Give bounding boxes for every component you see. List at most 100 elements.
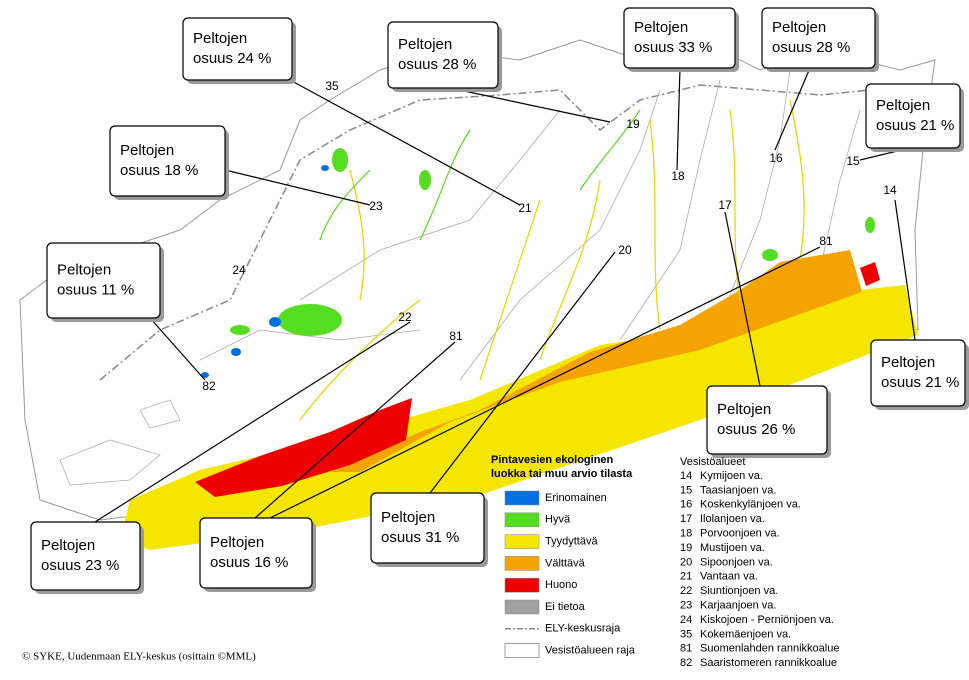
watershed-code: 22	[680, 585, 692, 597]
watershed-code: 20	[680, 556, 692, 568]
callout-box	[30, 521, 141, 591]
callouts: Peltojen osuus 24 % Peltojen osuus 28 % Pelt…	[30, 7, 969, 594]
callout-line: Peltojen	[876, 97, 930, 114]
legend-label: ELY-keskusraja	[545, 623, 621, 635]
watershed-name: Taasianjoen va.	[700, 484, 776, 496]
callout-line: osuus 31 %	[381, 529, 459, 546]
lakes-good	[230, 148, 875, 336]
watershed-title: Vesistöalueet	[680, 456, 745, 468]
callout-box	[865, 83, 961, 149]
map-label: 16	[769, 151, 783, 165]
map-label: 81	[449, 329, 463, 343]
watershed-name: Saaristomeren rannikkoalue	[700, 657, 837, 669]
legend-swatch	[504, 534, 540, 549]
watershed-code: 16	[680, 499, 692, 511]
watershed-code: 18	[680, 528, 692, 540]
callout-line: osuus 21 %	[881, 374, 959, 391]
callout-box	[199, 517, 313, 589]
watershed-code: 82	[680, 657, 692, 669]
callout-box	[109, 125, 226, 197]
callout-box	[706, 385, 828, 455]
legend-swatch	[504, 577, 540, 593]
legend-label: Tyydyttävä	[545, 536, 598, 548]
watershed-code: 21	[680, 571, 692, 583]
watershed-name: Kymijoen va.	[700, 470, 763, 482]
leader-line	[676, 67, 681, 171]
callout-box	[370, 492, 485, 564]
map-label: 20	[618, 243, 632, 257]
watershed-name: Porvoonjoen va.	[700, 528, 780, 540]
map-label: 23	[369, 199, 383, 213]
callout-line: osuus 16 %	[210, 554, 288, 571]
callout-line: Peltojen	[57, 261, 111, 278]
copyright: © SYKE, Uudenmaan ELY-keskus (osittain ©…	[22, 651, 256, 663]
callout-line: osuus 18 %	[120, 162, 198, 179]
lakes-excellent	[201, 165, 329, 378]
watershed-name: Sipoonjoen va.	[700, 556, 773, 568]
legend-label: Hyvä	[545, 514, 571, 526]
map-label: 21	[518, 201, 532, 215]
legend-title: Pintavesien ekologinen	[491, 454, 614, 466]
watershed-code: 24	[680, 614, 692, 626]
legend: Pintavesien ekologinen luokka tai muu ar…	[491, 454, 636, 658]
callout-line: Peltojen	[634, 19, 688, 36]
map-labels: 35 24 23 21 19 18 16 15 14 17 20 81 22 81 82	[202, 79, 897, 393]
legend-label: Huono	[545, 579, 577, 591]
callout-line: Peltojen	[772, 19, 826, 36]
callout-line: osuus 28 %	[772, 39, 850, 56]
callout-box	[870, 339, 966, 407]
map-label: 35	[325, 79, 339, 93]
legend-label: Välttävä	[545, 557, 586, 569]
legend-label: Vesistöalueen raja	[545, 645, 636, 657]
map-label: 17	[718, 198, 732, 212]
watershed-name: Kokemäenjoen va.	[700, 628, 791, 640]
callout-line: Peltojen	[881, 354, 935, 371]
legend-swatch	[504, 512, 540, 528]
callout-box	[182, 17, 293, 81]
watershed-name: Ilolanjoen va.	[700, 513, 765, 525]
leader-line	[254, 341, 456, 519]
callout-line: Peltojen	[41, 537, 95, 554]
legend-swatch	[504, 643, 540, 658]
legend-label: Ei tietoa	[545, 601, 586, 613]
watershed-name: Mustijoen va.	[700, 542, 765, 554]
sea-poor	[195, 262, 880, 497]
leader-line	[269, 246, 821, 519]
watershed-name: Koskenkylänjoen va.	[700, 499, 801, 511]
callout-line: Peltojen	[193, 30, 247, 47]
sea-satisfactory	[120, 285, 918, 550]
legend-swatch	[504, 599, 540, 615]
callout-line: osuus 26 %	[717, 421, 795, 438]
watershed-list: Vesistöalueet 14 Kymijoen va. 15 Taasianjoe…	[680, 456, 839, 669]
leader-line	[894, 199, 916, 341]
callout-box	[623, 7, 736, 69]
leader-lines	[94, 67, 916, 523]
watershed-code: 23	[680, 600, 692, 612]
callout-line: Peltojen	[120, 142, 174, 159]
map-label: 14	[883, 183, 897, 197]
legend-swatch	[504, 490, 540, 506]
watershed-code: 14	[680, 470, 692, 482]
watershed-code: 19	[680, 542, 692, 554]
basin-boundaries	[199, 69, 861, 381]
callout-box	[761, 7, 876, 69]
callout-line: osuus 21 %	[876, 117, 954, 134]
watershed-code: 15	[680, 484, 692, 496]
watershed-name: Siuntionjoen va.	[700, 585, 778, 597]
callout-line: osuus 28 %	[398, 56, 476, 73]
leader-line	[429, 251, 616, 494]
leader-line	[149, 317, 206, 381]
watershed-code: 81	[680, 643, 692, 655]
map-label: 81	[819, 234, 833, 248]
legend-title: luokka tai muu arvio tilasta	[491, 468, 633, 480]
district-boundary	[99, 84, 926, 381]
legend-label: Erinomainen	[545, 492, 607, 504]
rivers-good	[319, 109, 641, 241]
leader-line	[224, 169, 371, 206]
callout-line: osuus 33 %	[634, 39, 712, 56]
watershed-code: 35	[680, 628, 692, 640]
callout-line: Peltojen	[717, 401, 771, 418]
callout-box	[387, 21, 499, 89]
leader-line	[724, 211, 761, 387]
map-label: 22	[398, 310, 412, 324]
